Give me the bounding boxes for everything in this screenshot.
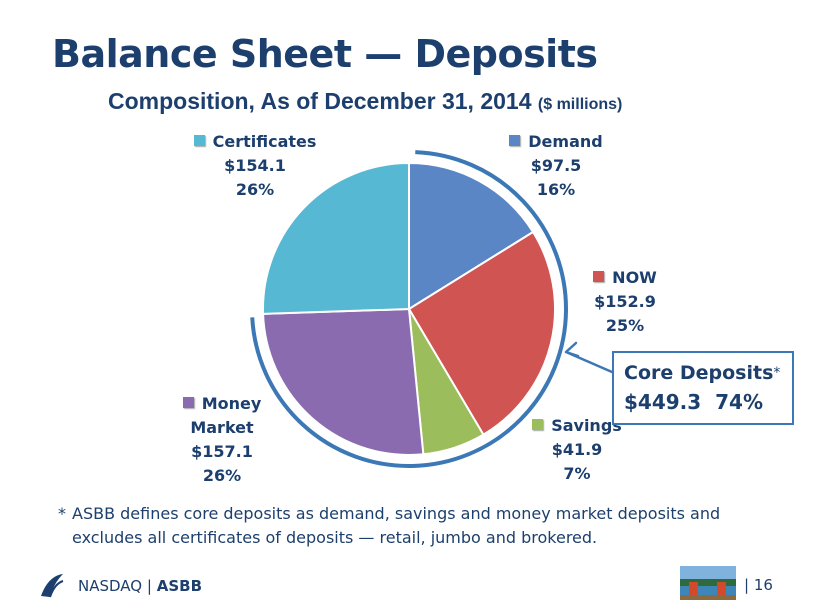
asb-logo-icon [41,574,64,598]
lake-chairs-photo-icon [680,566,736,600]
core-deposits-arc [250,150,568,468]
page-number-value: 16 [753,576,773,594]
label-now-name: NOW [612,268,657,287]
label-money-market-name-2: Market [190,418,254,437]
legend-swatch-now [593,271,605,282]
footer-exchange-name: NASDAQ [78,577,143,595]
footer-separator: | [146,577,152,595]
subtitle-unit: ($ millions) [537,96,623,113]
label-certificates-percent: 26% [235,180,275,199]
label-savings-value: $41.9 [551,440,603,459]
legend-swatch-savings [532,419,544,430]
label-certificates-value: $154.1 [224,156,286,175]
label-certificates-name: Certificates [212,132,317,151]
label-savings-percent: 7% [563,464,591,483]
label-money-market-name-1: Money [201,394,262,413]
core-deposits-box: Core Deposits* $449.3 74% [612,351,794,425]
page-title: Balance Sheet — Deposits [52,32,598,76]
legend-swatch-demand [509,135,521,146]
chart-subtitle: Composition, As of December 31, 2014 ($ … [108,88,622,115]
footnote: * ASBB defines core deposits as demand, … [58,502,758,550]
label-demand-percent: 16% [536,180,576,199]
page-separator: | [744,576,750,594]
label-demand: Demand $97.5 16% [496,130,616,202]
legend-swatch-certificates [193,135,205,146]
pie-slice-money-market [262,307,425,456]
label-now: NOW $152.9 25% [570,266,680,338]
footer-ticker: ASBB [156,577,203,595]
label-demand-value: $97.5 [530,156,582,175]
footer-exchange: NASDAQ | ASBB [78,577,202,595]
pie-slice-demand [408,161,535,311]
legend-swatch-money-market [182,397,194,408]
core-deposits-percent: 74% [715,390,763,414]
label-certificates: Certificates $154.1 26% [190,130,320,202]
core-deposits-label: Core Deposits [624,362,774,384]
pie-slice-certificates [262,161,410,315]
pie-slice-now [407,230,556,436]
footnote-text: ASBB defines core deposits as demand, sa… [72,504,721,547]
label-savings: Savings $41.9 7% [522,414,632,486]
core-deposits-arrow [564,341,614,374]
subtitle-text: Composition, As of December 31, 2014 [108,88,532,114]
label-demand-name: Demand [528,132,603,151]
label-money-market-value: $157.1 [191,442,253,461]
label-savings-name: Savings [551,416,622,435]
core-deposits-value: $449.3 [624,390,702,414]
pie-slices [262,161,556,456]
label-money-market: Money Market $157.1 26% [160,392,284,488]
label-now-percent: 25% [605,316,645,335]
label-money-market-percent: 26% [202,466,242,485]
label-now-value: $152.9 [594,292,656,311]
page-number: | 16 [744,576,773,594]
footnote-asterisk: * [58,504,66,523]
core-deposits-asterisk: * [773,365,781,381]
